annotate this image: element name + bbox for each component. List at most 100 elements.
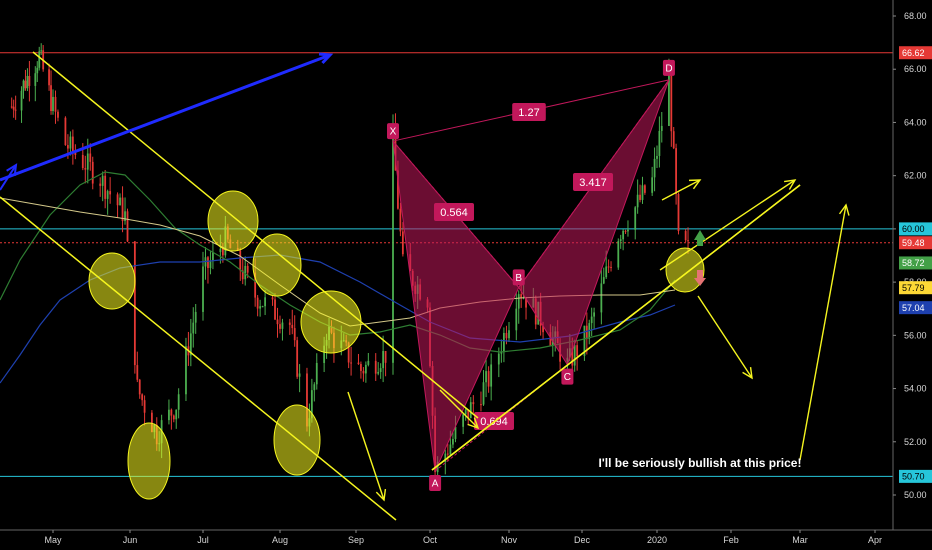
candle-body (323, 345, 326, 363)
price-badge-label: 66.62 (902, 48, 925, 58)
candle-body (392, 127, 394, 363)
pattern-ratio-badge[interactable] (474, 412, 514, 430)
price-badge[interactable] (899, 46, 932, 60)
candle-body (86, 153, 89, 170)
candle-body (397, 170, 399, 209)
candle-body (254, 272, 257, 298)
candle-body (54, 96, 57, 112)
candle-body (610, 266, 612, 268)
price-badge[interactable] (899, 256, 932, 270)
price-badge-label: 58.72 (902, 258, 925, 268)
candle-body (121, 197, 124, 222)
candle-body (50, 85, 52, 112)
candle-body (14, 109, 17, 111)
candle-body (444, 453, 447, 462)
pattern-ratio-badge[interactable] (512, 103, 546, 121)
candle-body (293, 328, 296, 341)
arrow-up-long-head (784, 179, 797, 190)
candle-body (20, 90, 23, 111)
pattern-ratio-label: 3.417 (579, 177, 607, 189)
highlight-circle[interactable] (273, 404, 321, 476)
candle-body (279, 324, 281, 329)
x-tick-label: Aug (272, 535, 288, 545)
annotation-note: I'll be seriously bullish at this price! (599, 456, 802, 470)
price-badge[interactable] (899, 469, 932, 483)
arrow-down-icon-stem (697, 270, 703, 278)
highlight-circle[interactable] (207, 190, 259, 252)
pattern-point-badge[interactable] (512, 269, 525, 286)
price-badge[interactable] (899, 281, 932, 295)
candle-body (28, 75, 31, 86)
candle-body (627, 229, 629, 232)
candle-body (382, 351, 385, 369)
y-tick-label: 66.00 (904, 64, 927, 74)
pattern-ratio-badge[interactable] (434, 203, 474, 221)
candle-body (656, 155, 658, 159)
candle-body (22, 80, 25, 91)
x-tick-label: Jul (197, 535, 209, 545)
candle-body (52, 96, 54, 112)
highlight-circle[interactable] (252, 233, 302, 297)
candle-body (605, 266, 608, 278)
highlight-circle[interactable] (300, 290, 362, 354)
candle-body (306, 373, 308, 427)
candle-body (503, 332, 505, 353)
highlight-circle[interactable] (665, 247, 705, 293)
candle-body (256, 297, 259, 309)
candle-body (639, 194, 641, 200)
candle-body (677, 194, 680, 232)
candle-body (500, 352, 503, 354)
candle-body (281, 322, 284, 329)
y-tick-label: 50.00 (904, 490, 927, 500)
candle-body (347, 342, 350, 363)
highlight-circle[interactable] (127, 422, 171, 500)
candle-body (10, 106, 13, 108)
candle-body (449, 444, 452, 455)
candle-body (26, 75, 29, 89)
x-tick-label: Apr (868, 535, 882, 545)
candle-body (172, 415, 175, 420)
highlight-circle[interactable] (88, 252, 136, 310)
candle-body (658, 130, 661, 156)
candle-body (520, 294, 523, 298)
arrow-up-mar-head (838, 203, 850, 216)
pattern-ratio-label: 0.564 (440, 207, 468, 219)
candle-body (189, 333, 192, 356)
candle-body (636, 194, 639, 208)
pattern-ratio-badge[interactable] (573, 173, 613, 191)
arrow-into-a (439, 389, 479, 429)
price-badge[interactable] (899, 301, 932, 315)
candle-body (571, 348, 574, 366)
pattern-point-badge[interactable] (429, 475, 442, 492)
candle-body (138, 379, 141, 395)
arrow-down-icon (694, 278, 706, 286)
pattern-point-badge[interactable] (387, 123, 399, 140)
arrow-up-icon (694, 230, 706, 240)
candle-body (119, 197, 121, 206)
arrow-up-icon-stem (697, 240, 703, 246)
candle-body (585, 325, 588, 339)
pattern-leg-bd (518, 79, 670, 288)
candle-body (467, 409, 470, 419)
candle-body (362, 370, 365, 374)
pattern-point-badge[interactable] (662, 59, 675, 76)
candle-body (219, 248, 222, 253)
y-tick-label: 56.00 (904, 330, 927, 340)
arrow-down-sep-head (375, 489, 387, 502)
candle-body (136, 365, 139, 380)
arrow-down-feb-head (742, 367, 753, 380)
candle-body (221, 248, 224, 256)
candle-body (298, 373, 301, 377)
candle-body (399, 208, 402, 232)
x-tick-label: Oct (423, 535, 438, 545)
candle-body (133, 241, 136, 366)
candle-body (291, 324, 294, 329)
candle-body (106, 191, 109, 199)
candle-body (515, 308, 518, 331)
pattern-point-badge[interactable] (561, 368, 574, 385)
price-badge[interactable] (899, 222, 932, 236)
candle-body (357, 362, 360, 365)
price-badge[interactable] (899, 236, 932, 250)
